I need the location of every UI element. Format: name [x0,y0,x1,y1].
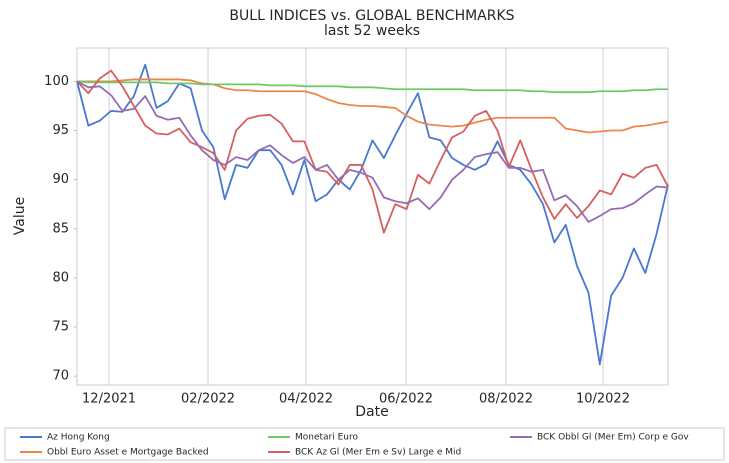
legend-label: Az Hong Kong [47,433,110,443]
y-tick-label: 70 [52,369,69,384]
legend-label: BCK Obbl Gl (Mer Em) Corp e Gov [537,433,689,443]
y-tick-label: 100 [44,74,69,89]
x-tick-label: 04/2022 [279,392,333,407]
chart-title: BULL INDICES vs. GLOBAL BENCHMARKS [229,8,514,24]
series-line [76,80,669,223]
series-line [76,69,669,234]
x-tick-label: 10/2022 [576,392,630,407]
y-tick-label: 85 [52,221,69,236]
y-axis-label: Value [12,197,28,235]
series-line [76,63,669,366]
series-line [77,78,669,134]
legend-label: Monetari Euro [295,433,359,443]
y-tick-label: 80 [52,270,69,285]
y-tick-label: 75 [52,320,69,335]
x-tick-label: 06/2022 [379,392,433,407]
legend-label: Obbl Euro Asset e Mortgage Backed [47,448,209,458]
x-axis-label: Date [355,404,388,420]
legend-box [4,427,725,461]
chart-subtitle: last 52 weeks [324,23,420,39]
x-tick-label: 08/2022 [479,392,533,407]
x-tick-label: 02/2022 [181,392,235,407]
series-line [76,80,668,94]
x-tick-label: 12/2021 [82,392,136,407]
legend-label: BCK Az Gl (Mer Em e Sv) Large e Mid [295,448,461,458]
plot-frame [76,47,669,386]
y-tick-label: 90 [52,172,69,187]
y-tick-label: 95 [52,123,69,138]
